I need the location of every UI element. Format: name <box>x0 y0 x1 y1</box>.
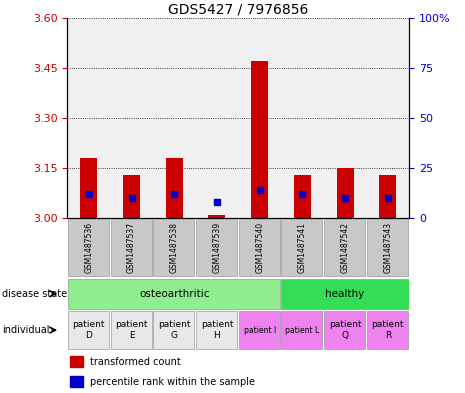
FancyBboxPatch shape <box>68 279 280 309</box>
Text: disease state: disease state <box>2 289 67 299</box>
Point <box>213 199 221 205</box>
Point <box>171 191 178 197</box>
Point <box>256 187 263 193</box>
FancyBboxPatch shape <box>68 219 109 277</box>
Text: patient
Q: patient Q <box>329 320 361 340</box>
Title: GDS5427 / 7976856: GDS5427 / 7976856 <box>168 2 308 17</box>
Text: percentile rank within the sample: percentile rank within the sample <box>91 376 255 387</box>
Text: individual: individual <box>2 325 50 335</box>
Text: GSM1487543: GSM1487543 <box>383 222 392 273</box>
FancyBboxPatch shape <box>196 311 237 349</box>
Point <box>341 195 349 201</box>
Bar <box>166 158 183 218</box>
Text: GSM1487541: GSM1487541 <box>298 222 307 273</box>
Text: transformed count: transformed count <box>91 357 181 367</box>
Text: patient
G: patient G <box>158 320 191 340</box>
Text: GSM1487542: GSM1487542 <box>341 222 350 273</box>
Text: patient L: patient L <box>285 326 319 334</box>
FancyBboxPatch shape <box>68 311 109 349</box>
Text: GSM1487536: GSM1487536 <box>84 222 93 273</box>
Bar <box>251 61 268 218</box>
FancyBboxPatch shape <box>196 219 237 277</box>
FancyBboxPatch shape <box>367 219 408 277</box>
Bar <box>80 158 97 218</box>
FancyBboxPatch shape <box>111 219 152 277</box>
Text: healthy: healthy <box>326 289 365 299</box>
Bar <box>379 174 396 218</box>
Bar <box>294 174 311 218</box>
FancyBboxPatch shape <box>324 311 365 349</box>
Bar <box>123 174 140 218</box>
Text: patient
R: patient R <box>372 320 404 340</box>
FancyBboxPatch shape <box>111 311 152 349</box>
Bar <box>337 168 354 218</box>
FancyBboxPatch shape <box>324 219 365 277</box>
Point <box>299 191 306 197</box>
Text: patient
E: patient E <box>115 320 148 340</box>
Point <box>128 195 135 201</box>
Text: GSM1487538: GSM1487538 <box>170 222 179 273</box>
FancyBboxPatch shape <box>280 279 409 309</box>
FancyBboxPatch shape <box>239 219 280 277</box>
Text: osteoarthritic: osteoarthritic <box>139 289 209 299</box>
Text: patient I: patient I <box>244 326 276 334</box>
Point <box>384 195 392 201</box>
Bar <box>208 215 226 218</box>
FancyBboxPatch shape <box>367 311 408 349</box>
Text: GSM1487539: GSM1487539 <box>213 222 221 273</box>
Text: patient
H: patient H <box>201 320 233 340</box>
Point <box>85 191 93 197</box>
Text: patient
D: patient D <box>73 320 105 340</box>
FancyBboxPatch shape <box>153 219 194 277</box>
FancyBboxPatch shape <box>153 311 194 349</box>
FancyBboxPatch shape <box>281 311 322 349</box>
FancyBboxPatch shape <box>281 219 322 277</box>
Bar <box>70 356 83 367</box>
Text: GSM1487537: GSM1487537 <box>127 222 136 273</box>
Bar <box>70 376 83 387</box>
FancyBboxPatch shape <box>239 311 280 349</box>
Text: GSM1487540: GSM1487540 <box>255 222 264 273</box>
